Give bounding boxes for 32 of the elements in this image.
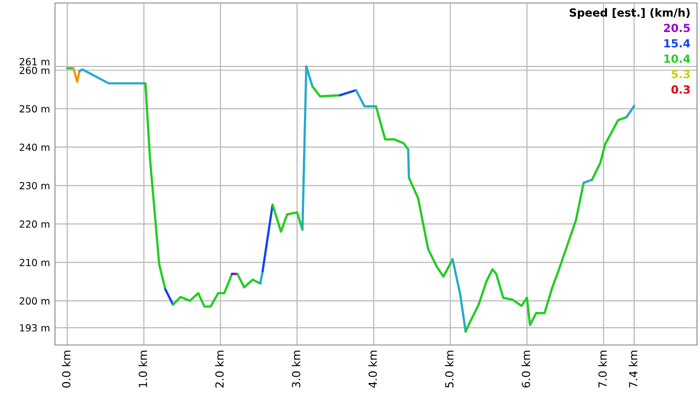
y-tick-label: 210 m	[20, 258, 50, 266]
y-tick-label: 230 m	[20, 182, 50, 190]
line-series	[144, 82, 166, 290]
line-series	[590, 116, 628, 181]
x-tick-label: 3.0 km	[292, 350, 300, 388]
x-tick-label: 0.0 km	[62, 350, 70, 388]
line-series	[374, 105, 410, 151]
annotation: 5.3	[672, 70, 690, 78]
annotation: 15.4	[664, 39, 690, 48]
line-series	[464, 182, 585, 333]
y-tick-label: 260 m	[20, 66, 50, 74]
x-tick-label: 5.0 km	[444, 350, 454, 388]
x-tick-label: 7.0 km	[598, 350, 607, 388]
x-tick-label: 2.0 km	[215, 350, 224, 388]
x-tick-label: 7.4 km	[628, 350, 638, 388]
line-series	[271, 204, 304, 233]
annotation: 20.5	[664, 24, 690, 32]
x-tick-label: 6.0 km	[522, 350, 530, 388]
line-series	[408, 176, 454, 278]
y-tick-label: 261 m	[20, 58, 50, 66]
x-tick-label: 1.0 km	[138, 350, 148, 388]
annotation: Speed [est.] (km/h)	[570, 8, 690, 19]
line-series	[236, 272, 262, 288]
x-tick-label: 4.0 km	[368, 350, 377, 388]
y-tick-label: 200 m	[20, 297, 50, 305]
y-tick-label: 250 m	[20, 105, 50, 113]
y-tick-label: 193 m	[20, 324, 50, 332]
y-tick-label: 220 m	[20, 220, 50, 228]
annotation: 10.4	[664, 54, 690, 63]
line-series	[172, 272, 234, 308]
y-tick-label: 240 m	[20, 144, 50, 151]
annotation: 0.3	[671, 85, 690, 94]
